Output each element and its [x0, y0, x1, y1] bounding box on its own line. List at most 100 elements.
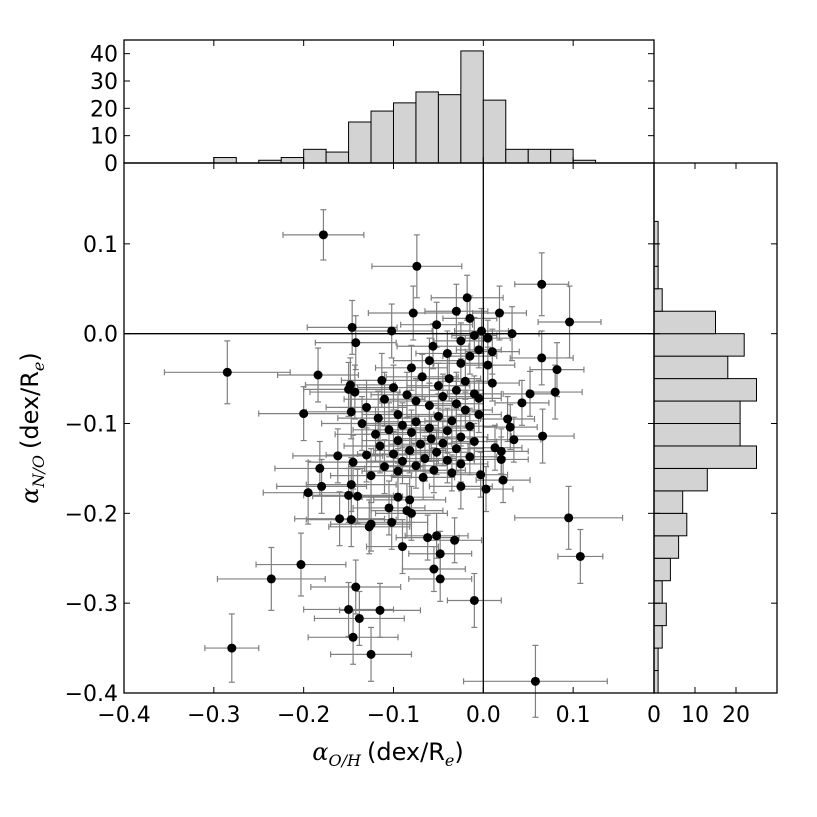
data-point [227, 643, 237, 653]
top-hist-bar [505, 148, 529, 164]
data-point [347, 322, 357, 332]
y-tick-label: 0.1 [83, 233, 118, 258]
data-point [469, 595, 479, 605]
top-hist-bar [482, 99, 507, 164]
x-tick-label: −0.1 [367, 703, 420, 728]
data-point [438, 438, 448, 448]
data-point [487, 347, 497, 357]
data-point [348, 632, 358, 642]
data-point [474, 393, 484, 403]
y-tick-label: −0.3 [65, 592, 118, 617]
axis-ticks: −0.4 −0.3 −0.2 −0.1 0.0 0.1 −0.4 −0.3 −0.2 −0.1 0.… [65, 40, 777, 728]
data-point [435, 574, 445, 584]
data-point [375, 441, 385, 451]
data-point [406, 508, 416, 518]
x-axis-label-symbol: α [312, 738, 328, 766]
top-hist-bar [550, 148, 574, 164]
data-point [438, 392, 448, 402]
x-axis-label-subscript: O/H [329, 751, 363, 770]
right-hist-bar [653, 512, 688, 537]
data-point [432, 531, 442, 541]
error-bar [494, 379, 550, 426]
data-point [428, 341, 438, 351]
data-point [460, 405, 470, 415]
data-point [357, 419, 367, 429]
data-point [299, 409, 309, 419]
data-point [412, 261, 422, 271]
data-point [380, 462, 390, 472]
data-point [333, 451, 343, 461]
data-point [494, 308, 504, 318]
data-point [423, 533, 433, 543]
y-tick-label: −0.2 [65, 502, 118, 527]
data-point [469, 330, 479, 340]
top-hist-bar [460, 50, 484, 164]
data-point [296, 560, 306, 570]
data-point [474, 345, 484, 355]
right-hist-tick-label: 20 [722, 703, 750, 728]
data-point [530, 676, 540, 686]
right-hist-bar [653, 400, 741, 425]
data-point [351, 338, 361, 348]
data-point [426, 434, 436, 444]
axes-frames [123, 39, 778, 694]
right-hist-tick-label: 10 [681, 703, 709, 728]
data-point [317, 481, 327, 491]
data-point [406, 427, 416, 437]
data-point [469, 436, 479, 446]
data-point [432, 320, 442, 330]
data-point [346, 515, 356, 525]
data-point [444, 374, 454, 384]
data-point [456, 432, 466, 442]
x-tick-label: 0.1 [556, 703, 591, 728]
top-hist-bar [280, 157, 305, 164]
data-point [408, 308, 418, 318]
data-point [451, 385, 461, 395]
data-point [451, 444, 461, 454]
x-tick-label: −0.4 [97, 703, 150, 728]
data-point [397, 420, 407, 430]
right-hist-bar [653, 557, 671, 582]
top-hist-tick-label: 30 [90, 70, 118, 95]
x-tick-label: −0.2 [277, 703, 330, 728]
data-point [451, 399, 461, 409]
data-point [415, 439, 425, 449]
data-point [433, 411, 443, 421]
data-point [429, 465, 439, 475]
data-point [538, 431, 548, 441]
data-point [418, 472, 428, 482]
data-point [517, 398, 527, 408]
data-point [397, 542, 407, 552]
data-point [388, 383, 398, 393]
reference-lines [124, 163, 654, 693]
top-hist-bar [437, 94, 462, 164]
data-point [366, 471, 376, 481]
y-axis-label-subscript: N/O [29, 455, 48, 489]
x-tick-label: 0.0 [466, 703, 501, 728]
top-hist-bar [348, 121, 372, 164]
data-point [375, 605, 385, 615]
data-point [435, 549, 445, 559]
top-hist-bar [527, 148, 552, 164]
data-point [380, 394, 390, 404]
data-point [483, 333, 493, 343]
top-hist-tick-label: 10 [90, 125, 118, 150]
data-point [462, 293, 472, 303]
data-point [350, 387, 360, 397]
right-hist-bar [653, 378, 757, 402]
right-hist-bar [653, 602, 667, 627]
data-point [474, 410, 484, 420]
top-hist-tick-label: 0 [104, 152, 118, 177]
y-tick-label: 0.0 [83, 323, 118, 348]
data-point [447, 416, 457, 426]
data-point [377, 375, 387, 385]
top-hist-bar [370, 110, 394, 164]
data-point [442, 426, 452, 436]
data-point [393, 436, 403, 446]
right-hist-tick-label: 0 [647, 703, 661, 728]
right-hist-frame [653, 162, 778, 694]
top-histogram [213, 50, 597, 164]
data-point [447, 468, 457, 478]
data-point [503, 414, 513, 424]
